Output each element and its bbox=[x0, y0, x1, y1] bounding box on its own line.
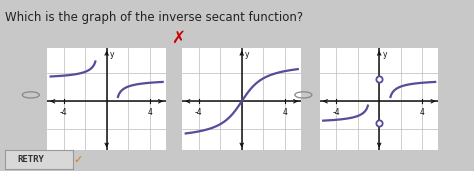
Text: 4: 4 bbox=[283, 108, 287, 117]
Text: ✗: ✗ bbox=[171, 29, 185, 47]
Text: y: y bbox=[110, 50, 114, 59]
Text: Which is the graph of the inverse secant function?: Which is the graph of the inverse secant… bbox=[5, 11, 303, 24]
Text: RETRY: RETRY bbox=[18, 155, 44, 164]
Text: -4: -4 bbox=[332, 108, 340, 117]
Text: y: y bbox=[245, 50, 249, 59]
Text: ✓: ✓ bbox=[73, 155, 83, 165]
Text: -4: -4 bbox=[60, 108, 67, 117]
Text: 4: 4 bbox=[147, 108, 152, 117]
Text: 4: 4 bbox=[420, 108, 425, 117]
Text: y: y bbox=[383, 50, 387, 59]
Text: -4: -4 bbox=[195, 108, 202, 117]
